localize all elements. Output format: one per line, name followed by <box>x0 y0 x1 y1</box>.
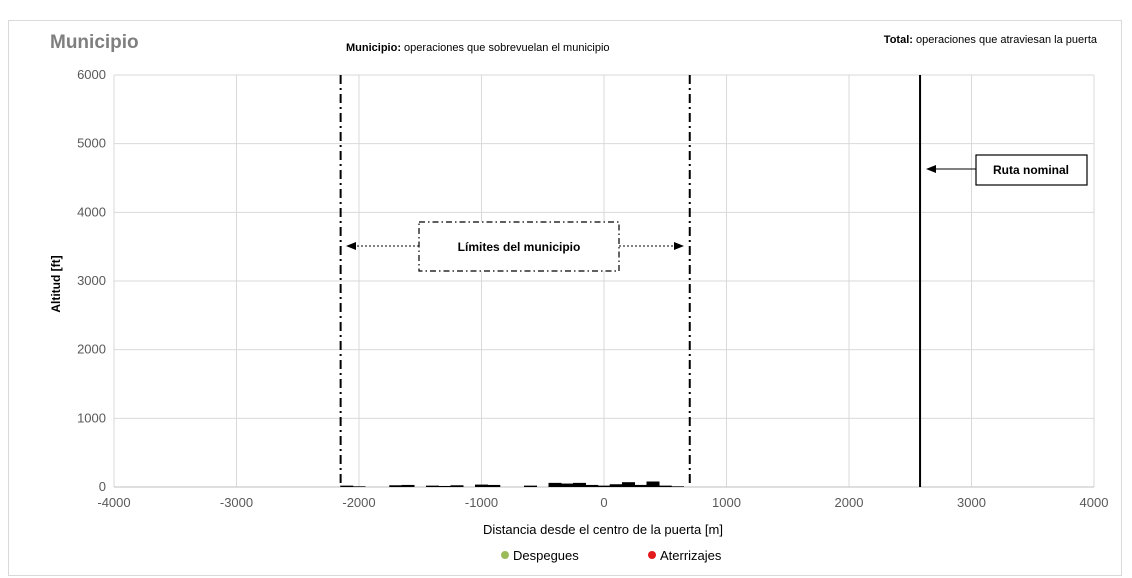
chart-frame <box>8 20 1122 576</box>
chart-total-note-bold: Total: <box>884 34 913 46</box>
route-annotation-label: Ruta nominal <box>993 163 1069 177</box>
tick-labels-layer: 0 1000 2000 3000 4000 5000 6000 -4000 -3000 -2000… <box>77 67 1108 510</box>
data-bar <box>585 484 599 487</box>
data-bar <box>548 482 562 487</box>
data-bar <box>609 484 623 487</box>
x-tick-label: -4000 <box>97 495 130 510</box>
grid-layer <box>113 74 1095 488</box>
legend: Despegues Aterrizajes <box>501 548 722 563</box>
data-bar <box>352 486 366 487</box>
y-tick-label: 2000 <box>77 342 106 357</box>
data-bar <box>438 485 452 487</box>
chart-total-note-rest: operaciones que atraviesan la puerta <box>913 34 1098 46</box>
x-tick-label: 4000 <box>1080 495 1109 510</box>
y-tick-label: 1000 <box>77 410 106 425</box>
data-bar <box>389 485 403 487</box>
legend-marker-despegues <box>501 551 509 559</box>
data-bar <box>671 486 684 487</box>
x-tick-label: 1000 <box>712 495 741 510</box>
chart-title: Municipio <box>50 32 139 53</box>
y-tick-label: 3000 <box>77 273 106 288</box>
data-bar <box>475 484 488 487</box>
x-axis-label: Distancia desde el centro de la puerta [… <box>483 522 723 537</box>
x-tick-label: -1000 <box>465 495 498 510</box>
data-bar <box>658 485 672 487</box>
y-tick-label: 4000 <box>77 204 106 219</box>
limits-annotation-label: Límites del municipio <box>458 240 581 254</box>
chart-subtitle: Municipio: operaciones que sobrevuelan e… <box>346 42 610 54</box>
data-bar <box>622 482 635 487</box>
data-bar <box>573 482 586 487</box>
x-tick-label: 0 <box>600 495 607 510</box>
route-annotation-box <box>975 154 1088 186</box>
data-bar <box>487 484 501 487</box>
chart-subtitle-rest: operaciones que sobrevuelan el municipio <box>401 42 610 54</box>
reference-lines-layer <box>339 75 922 487</box>
data-bar <box>340 485 354 487</box>
limits-arrowhead-right-icon <box>674 242 684 250</box>
data-bar <box>646 481 660 487</box>
limits-arrowhead-left-icon <box>346 242 356 250</box>
legend-label-despegues: Despegues <box>513 548 579 563</box>
legend-marker-aterrizajes <box>648 551 656 559</box>
route-arrowhead-icon <box>926 165 936 173</box>
data-bar <box>401 484 415 487</box>
x-tick-label: -2000 <box>342 495 375 510</box>
chart-total-note: Total: operaciones que atraviesan la pue… <box>884 34 1098 46</box>
data-bar <box>560 483 574 487</box>
bars-layer <box>340 481 684 487</box>
y-axis-label: Altitud [ft] <box>49 255 63 312</box>
data-bar <box>597 485 611 487</box>
x-tick-label: 2000 <box>835 495 864 510</box>
chart-subtitle-bold: Municipio: <box>346 42 401 54</box>
legend-label-aterrizajes: Aterrizajes <box>660 548 722 563</box>
y-tick-label: 6000 <box>77 67 106 82</box>
x-tick-label: 3000 <box>957 495 986 510</box>
y-tick-label: 5000 <box>77 136 106 151</box>
data-bar <box>450 485 464 487</box>
data-bar <box>634 484 648 487</box>
x-tick-label: -3000 <box>220 495 253 510</box>
data-bar <box>524 485 537 487</box>
data-bar <box>426 485 439 487</box>
y-tick-label: 0 <box>99 479 106 494</box>
